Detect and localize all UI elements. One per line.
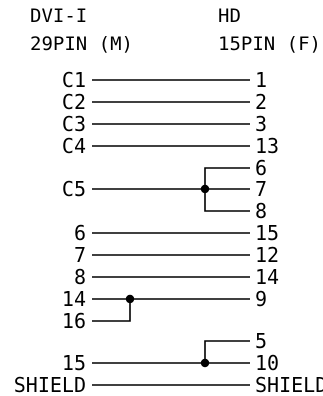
right-pin-15: 15 [255,221,279,245]
left-pin-7: 7 [74,243,86,267]
right-connector-name: HD [218,5,241,27]
left-pin-6: 6 [74,221,86,245]
right-pin-5: 5 [255,329,267,353]
wire-group-14-16-9 [92,294,250,322]
left-pin-c2: C2 [62,90,86,114]
right-pin-14: 14 [255,265,279,289]
left-pin-14: 14 [62,287,86,311]
junction-dot [200,358,210,368]
left-pin-16: 16 [62,309,86,333]
left-pin-15: 15 [62,351,86,375]
junction-dot [125,294,135,304]
left-pin-shield: SHIELD [14,373,86,396]
right-pin-9: 9 [255,287,267,311]
wire-group-c5-6-7-8 [92,167,250,212]
right-pin-10: 10 [255,351,279,375]
right-connector-spec: 15PIN (F) [218,33,321,55]
left-connector-name: DVI-I [30,5,87,27]
right-pin-2: 2 [255,90,267,114]
right-pin-13: 13 [255,134,279,158]
right-pin-7: 7 [255,177,267,201]
left-pin-c4: C4 [62,134,86,158]
wire-group-15-5-10 [92,340,250,368]
right-pin-3: 3 [255,112,267,136]
left-pin-c5: C5 [62,177,86,201]
junction-dot [200,184,210,194]
right-pin-6: 6 [255,156,267,180]
left-pin-8: 8 [74,265,86,289]
right-pin-8: 8 [255,199,267,223]
right-pin-shield: SHIELD [255,373,323,396]
right-pin-12: 12 [255,243,279,267]
left-pin-c1: C1 [62,68,86,92]
left-pin-c3: C3 [62,112,86,136]
left-connector-spec: 29PIN (M) [30,33,133,55]
right-pin-1: 1 [255,68,267,92]
